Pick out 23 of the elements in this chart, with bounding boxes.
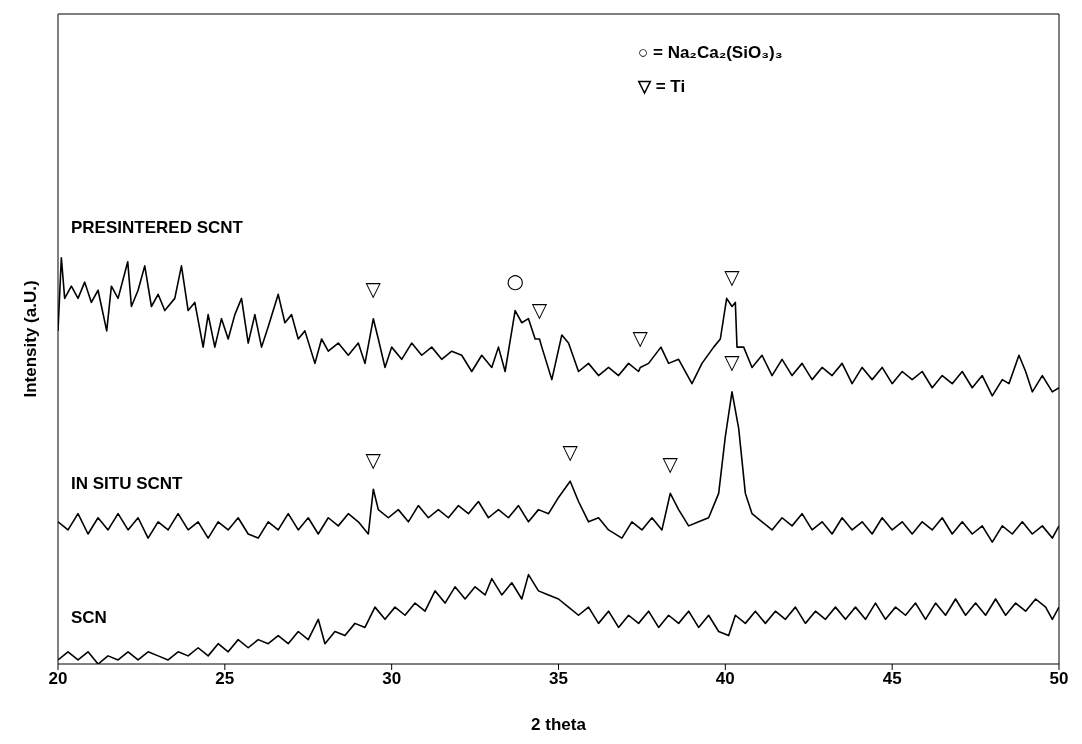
series-label: SCN [71, 608, 107, 628]
text: ▽ = Ti [638, 76, 687, 98]
annotation: ▽ [662, 451, 679, 476]
x-tick-label: 30 [382, 669, 402, 689]
x-tick-label: 35 [549, 669, 568, 689]
x-tick-label: 50 [1049, 669, 1069, 689]
annotation: ▽ [531, 297, 548, 322]
annotation: ▽ [365, 277, 382, 302]
x-tick-label: 25 [215, 669, 235, 689]
annotation: ▽ [365, 447, 382, 472]
annotation: ▽ [724, 350, 741, 375]
annotation: ▽ [632, 325, 649, 350]
series-label: IN SITU SCNT [71, 474, 184, 494]
series-label: PRESINTERED SCNT [71, 218, 244, 238]
x-tick-label: 45 [882, 669, 902, 689]
text: ○ = Na₂Ca₂(SiO₃)₃ [638, 42, 783, 64]
x-tick-label: 40 [715, 669, 735, 689]
annotation: ▽ [724, 265, 741, 289]
y-axis-title: Intensity (a.U.) [21, 280, 41, 398]
annotation: ▽ [562, 439, 579, 464]
x-tick-label: 20 [48, 669, 68, 689]
annotation: ○ [506, 269, 524, 294]
x-axis-title: 2 theta [531, 715, 587, 734]
